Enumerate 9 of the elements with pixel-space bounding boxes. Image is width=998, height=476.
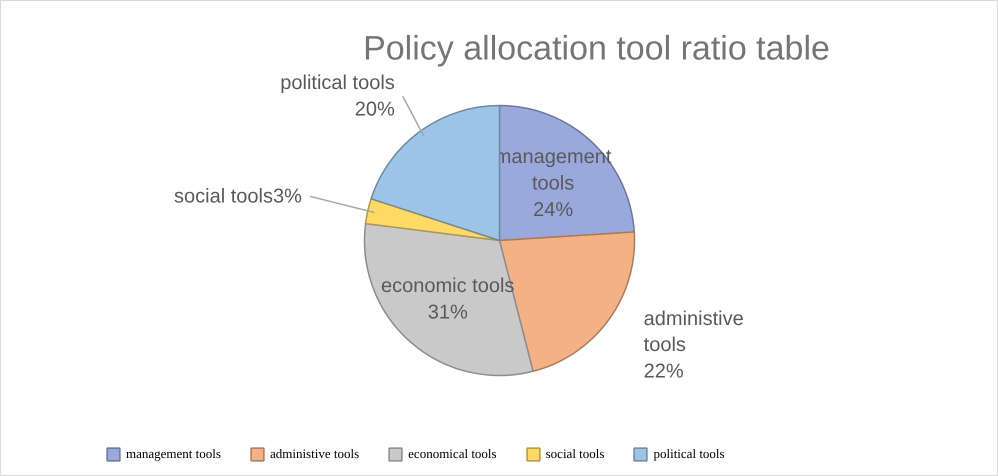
chart-title: Policy allocation tool ratio table — [363, 30, 830, 68]
legend-label: administive tools — [270, 446, 360, 462]
legend-label: political tools — [653, 446, 725, 462]
data-label: administive tools 22% — [644, 308, 744, 383]
data-label: political tools 20% — [280, 72, 395, 121]
legend-label: management tools — [126, 446, 221, 462]
legend-label: economical tools — [408, 446, 497, 462]
data-label: social tools3% — [174, 185, 302, 208]
legend-label: social tools — [546, 446, 604, 462]
